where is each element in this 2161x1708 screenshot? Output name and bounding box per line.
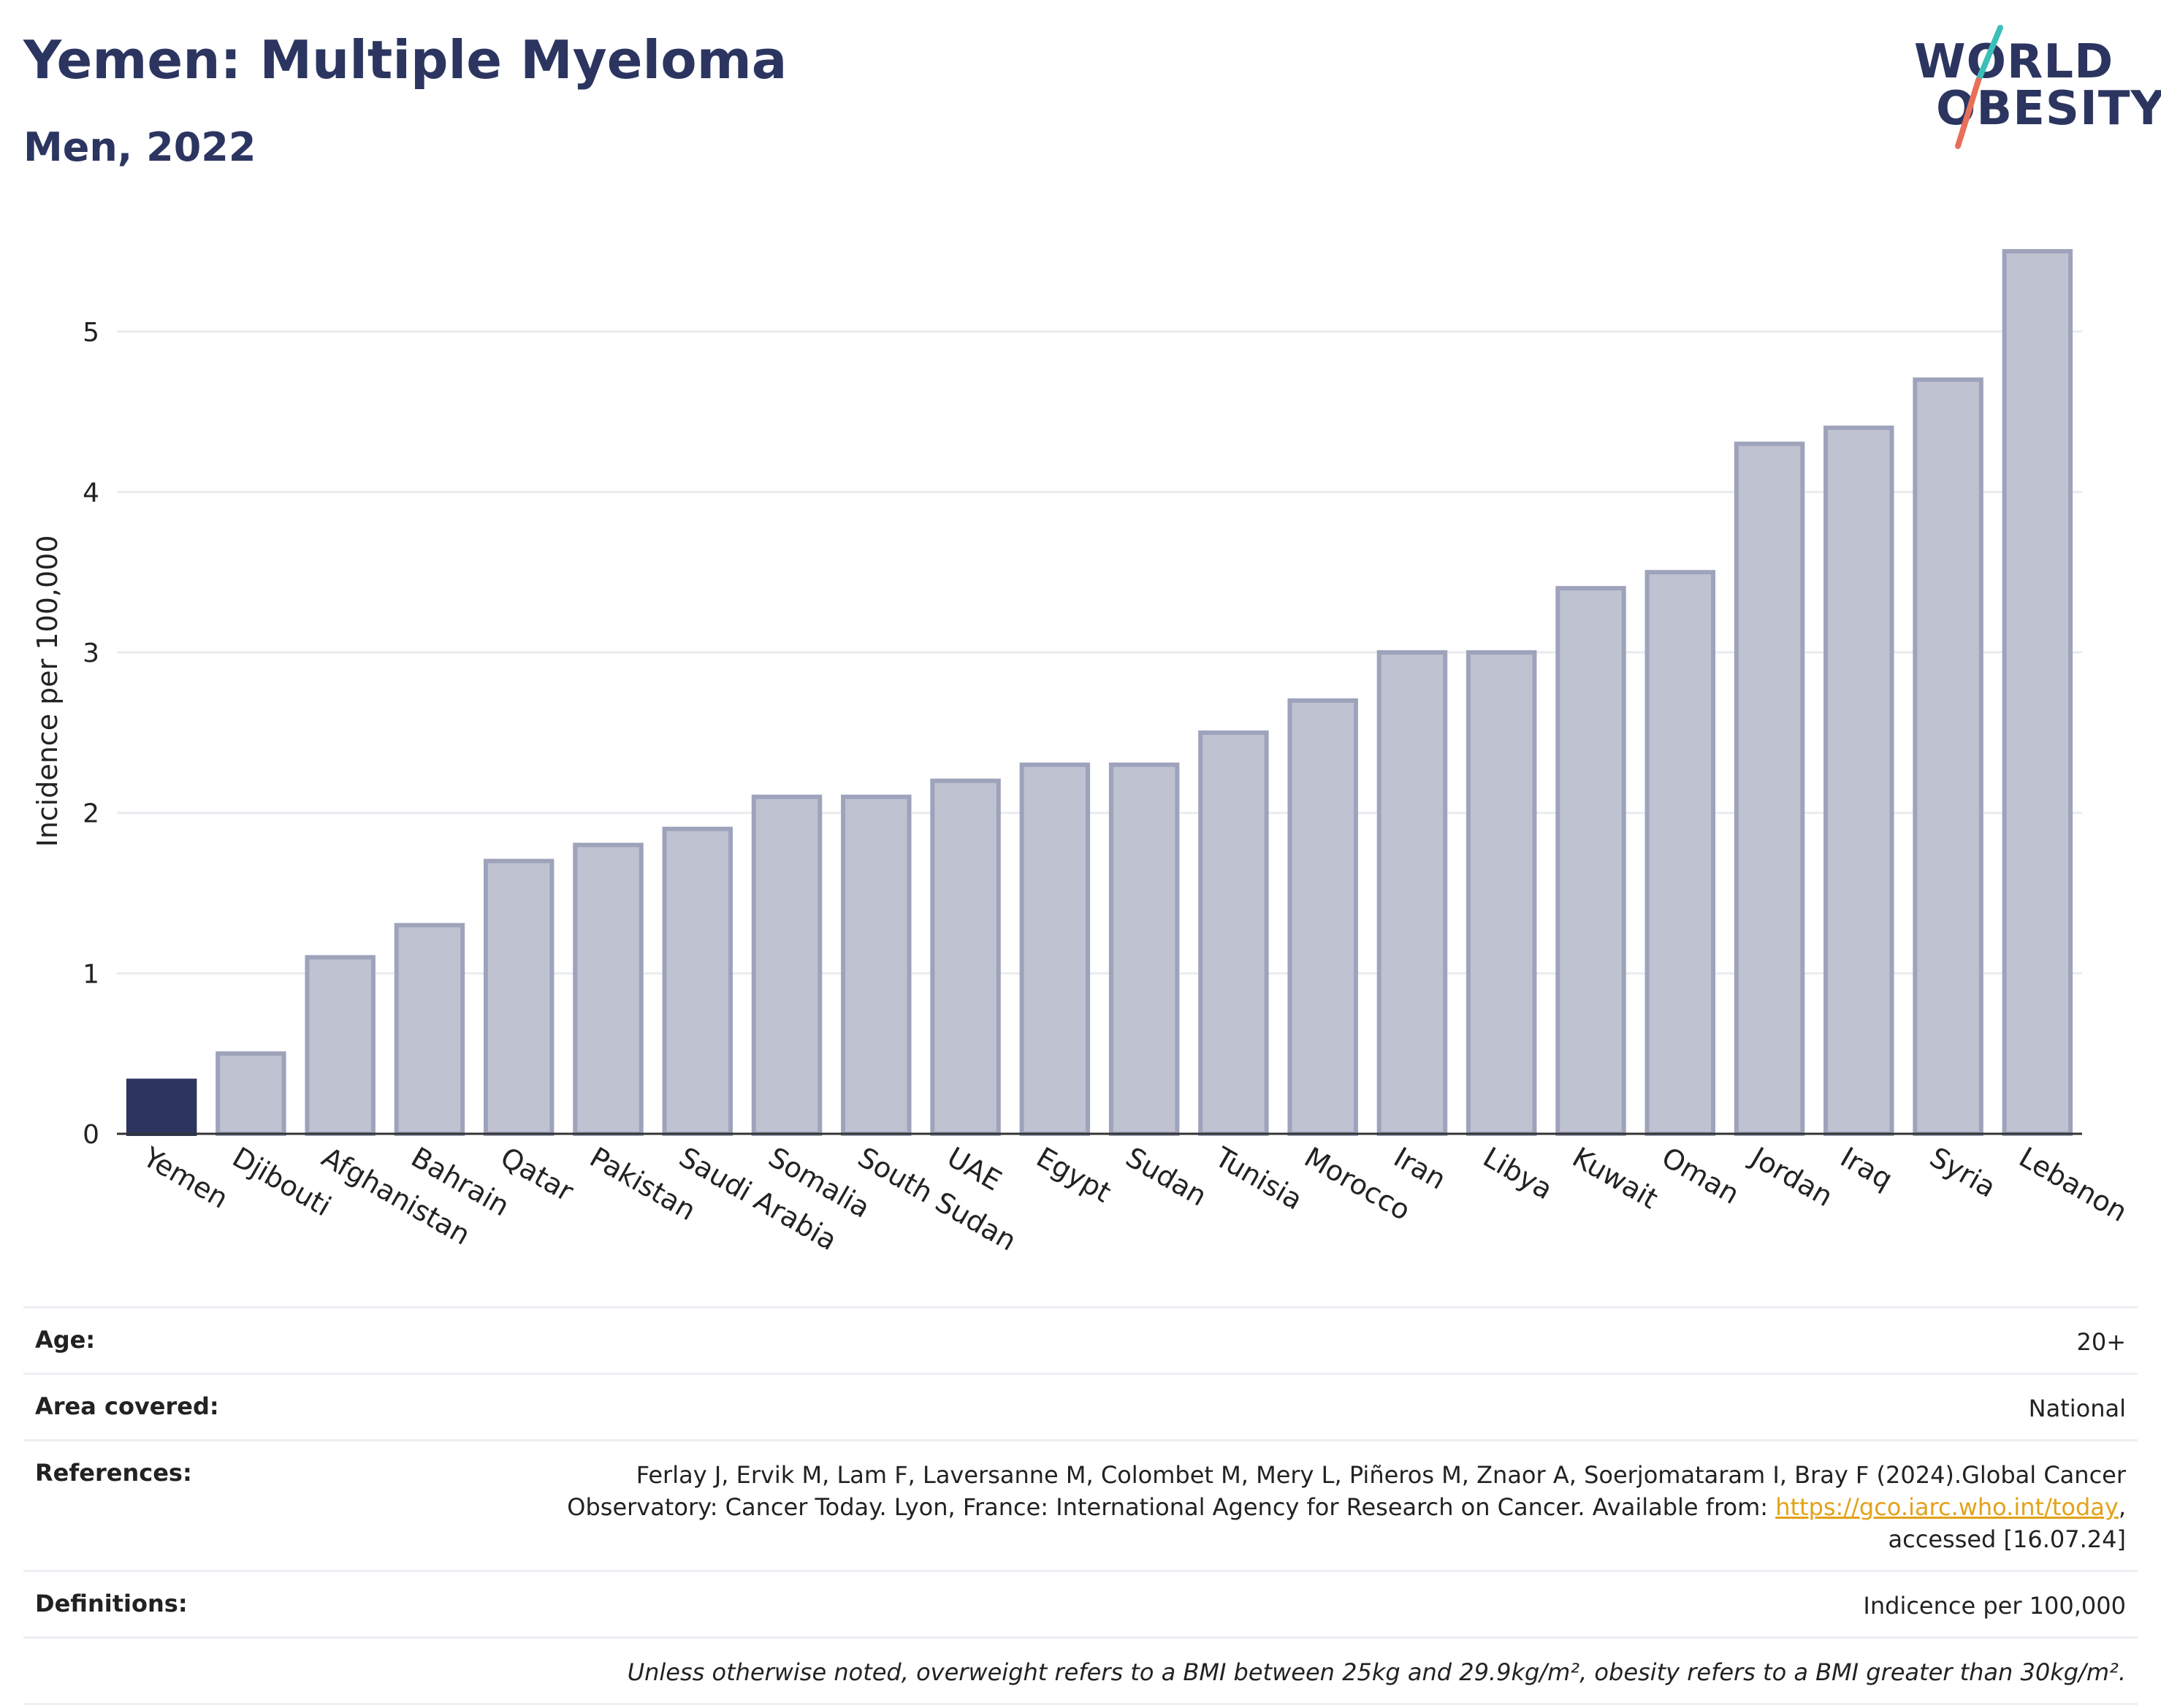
bar-oman	[1644, 570, 1716, 1136]
bar-sudan	[1108, 762, 1180, 1136]
page-title: Yemen: Multiple Myeloma	[23, 29, 788, 91]
definitions-value: Indicence per 100,000	[1863, 1592, 2126, 1620]
bar-syria	[1913, 377, 1983, 1136]
y-tick-label: 0	[83, 1120, 99, 1150]
y-tick-label: 2	[83, 799, 99, 829]
logo-line-1: WORLD	[1914, 35, 2114, 89]
info-row-note: Unless otherwise noted, overweight refer…	[23, 1636, 2138, 1705]
y-axis-title: Incidence per 100,000	[31, 535, 64, 847]
bar-bahrain	[394, 923, 465, 1136]
info-row-area: Area covered: National	[23, 1373, 2138, 1439]
bar-uae	[930, 778, 1001, 1136]
bar-somalia	[751, 794, 823, 1136]
bmi-note: Unless otherwise noted, overweight refer…	[627, 1658, 2126, 1686]
bar-iraq	[1823, 425, 1894, 1136]
x-tick-label: Yemen	[137, 1140, 234, 1215]
bar-morocco	[1287, 698, 1358, 1136]
info-row-definitions: Definitions: Indicence per 100,000	[23, 1570, 2138, 1636]
logo-slash-icon	[1955, 25, 2003, 149]
bar-pakistan	[573, 842, 644, 1136]
world-obesity-logo: WORLD OBESITY	[1899, 15, 2161, 161]
x-tick-label: Oman	[1656, 1141, 1745, 1211]
definitions-label: Definitions:	[35, 1590, 188, 1617]
x-tick-label: Djibouti	[227, 1141, 337, 1223]
bar-lebanon	[2002, 248, 2073, 1137]
info-row-age: Age: 20+	[23, 1306, 2138, 1373]
x-tick-label: Kuwait	[1567, 1141, 1663, 1216]
references-line-1: Ferlay J, Ervik M, Lam F, Laversanne M, …	[636, 1461, 2126, 1489]
bar-egypt	[1019, 762, 1091, 1136]
bar-chart: 0 1 2 3 4 5 YemenDjiboutiAfghanistanBahrainQa…	[31, 248, 2133, 1257]
references-link[interactable]: https://gco.iarc.who.int/today	[1775, 1493, 2119, 1521]
age-label: Age:	[35, 1326, 96, 1354]
x-tick-label: Tunisia	[1209, 1140, 1308, 1216]
bar-djibouti	[216, 1051, 286, 1136]
y-tick-label: 3	[83, 638, 99, 668]
bar-tunisia	[1198, 730, 1269, 1136]
x-tick-label: Sudan	[1121, 1141, 1213, 1213]
bar-iran	[1376, 650, 1448, 1136]
page-subtitle: Men, 2022	[23, 124, 256, 170]
references-line-2: Observatory: Cancer Today. Lyon, France:…	[567, 1493, 1769, 1521]
bar-qatar	[483, 858, 554, 1136]
bar-kuwait	[1555, 586, 1626, 1136]
x-tick-label: South Sudan	[853, 1141, 1022, 1257]
bar-afghanistan	[305, 955, 376, 1137]
y-tick-label: 1	[83, 959, 99, 989]
age-value: 20+	[2076, 1328, 2126, 1356]
info-row-references: References: Ferlay J, Ervik M, Lam F, La…	[23, 1439, 2138, 1570]
y-tick-label: 5	[83, 318, 99, 348]
y-tick-label: 4	[83, 478, 99, 508]
bar-south-sudan	[841, 794, 912, 1136]
x-tick-label: Iran	[1388, 1141, 1451, 1196]
bar-libya	[1466, 650, 1537, 1136]
x-tick-label: Jordan	[1745, 1140, 1838, 1213]
x-tick-label: Libya	[1478, 1141, 1558, 1206]
references-value: Ferlay J, Ervik M, Lam F, Laversanne M, …	[567, 1461, 2126, 1553]
bar-yemen	[126, 1078, 197, 1136]
area-label: Area covered:	[35, 1392, 219, 1420]
bar-saudi-arabia	[662, 826, 733, 1137]
references-line-3: accessed [16.07.24]	[1888, 1525, 2126, 1553]
bar-jordan	[1734, 441, 1805, 1136]
references-label: References:	[35, 1459, 192, 1487]
x-tick-label: Lebanon	[2013, 1141, 2133, 1228]
x-tick-label: Egypt	[1031, 1141, 1116, 1209]
axes: 0 1 2 3 4 5	[83, 318, 2082, 1150]
info-table: Age: 20+ Area covered: National Referenc…	[23, 1306, 2138, 1705]
area-value: National	[2028, 1395, 2126, 1422]
x-tick-label: Iraq	[1835, 1141, 1898, 1196]
x-tick-label: Syria	[1924, 1141, 2001, 1204]
bars	[126, 248, 2073, 1137]
